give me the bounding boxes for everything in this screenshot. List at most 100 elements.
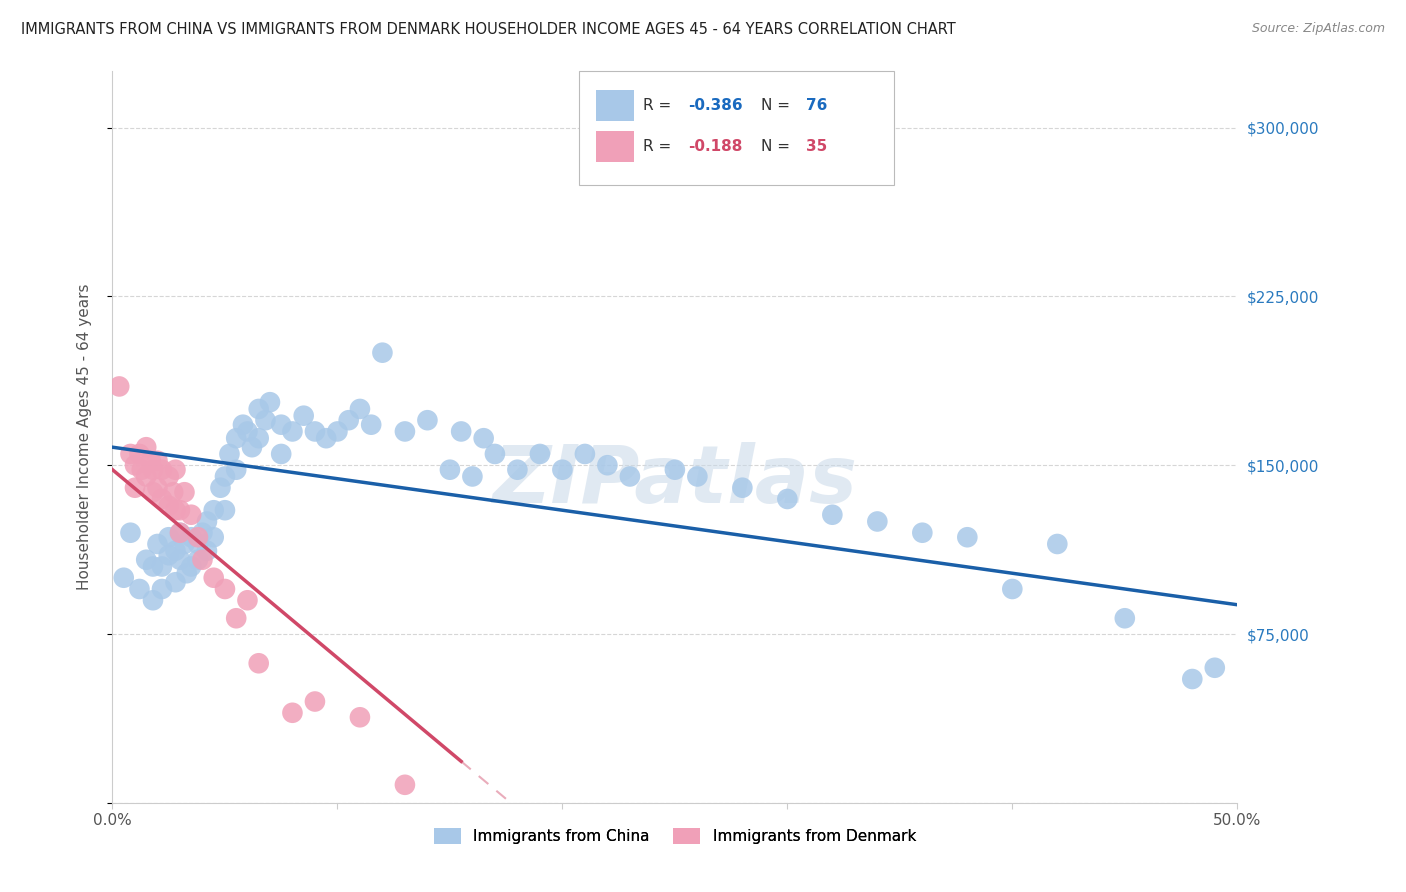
Point (202, 571, 225, 585)
Point (247, 431, 270, 445)
Point (135, 469, 157, 483)
Point (187, 553, 209, 567)
Legend: Immigrants from China, Immigrants from Denmark: Immigrants from China, Immigrants from D… (427, 822, 922, 850)
Point (225, 611, 247, 625)
Text: ZIPatlas: ZIPatlas (492, 442, 858, 520)
Point (371, 345, 394, 359)
Point (135, 440, 157, 454)
Text: IMMIGRANTS FROM CHINA VS IMMIGRANTS FROM DENMARK HOUSEHOLDER INCOME AGES 45 - 64: IMMIGRANTS FROM CHINA VS IMMIGRANTS FROM… (21, 22, 956, 37)
Point (157, 469, 180, 483)
Point (1001, 582, 1024, 596)
Point (146, 481, 169, 495)
Point (157, 530, 180, 544)
Point (142, 559, 165, 574)
Point (173, 537, 195, 551)
FancyBboxPatch shape (596, 90, 634, 121)
Point (416, 413, 439, 427)
Point (236, 425, 259, 439)
Point (461, 469, 484, 483)
Point (142, 463, 165, 477)
Point (150, 559, 173, 574)
Point (551, 463, 574, 477)
Point (180, 559, 202, 574)
Text: -0.386: -0.386 (689, 98, 742, 113)
Point (112, 571, 135, 585)
Point (484, 447, 506, 461)
Point (1204, 661, 1226, 675)
Point (866, 515, 889, 529)
Text: 35: 35 (807, 139, 828, 154)
Point (142, 485, 165, 500)
Point (731, 481, 754, 495)
Point (209, 481, 232, 495)
Point (165, 543, 187, 558)
Point (135, 553, 157, 567)
Text: N =: N = (762, 98, 796, 113)
Point (146, 453, 169, 467)
Point (128, 582, 150, 596)
Point (326, 425, 349, 439)
Point (195, 543, 218, 558)
Point (281, 425, 304, 439)
Point (169, 525, 191, 540)
Point (214, 582, 236, 596)
Point (191, 525, 214, 540)
Point (664, 463, 686, 477)
Point (180, 530, 202, 544)
Point (394, 425, 416, 439)
Point (218, 447, 240, 461)
Point (232, 417, 254, 432)
Point (202, 503, 225, 517)
Point (472, 431, 495, 445)
Point (360, 417, 382, 432)
Point (214, 469, 236, 483)
Point (911, 525, 934, 540)
Point (619, 469, 641, 483)
Point (956, 530, 979, 544)
Point (124, 458, 146, 473)
Point (165, 575, 187, 590)
Text: 76: 76 (807, 98, 828, 113)
Point (142, 593, 165, 607)
Point (247, 401, 270, 416)
Point (120, 525, 142, 540)
Point (120, 447, 142, 461)
Point (173, 485, 195, 500)
Point (776, 491, 799, 506)
Point (304, 425, 326, 439)
Point (169, 525, 191, 540)
Point (315, 431, 337, 445)
Point (150, 463, 173, 477)
Point (394, 778, 416, 792)
Text: R =: R = (644, 98, 676, 113)
Point (225, 431, 247, 445)
Point (150, 582, 173, 596)
Point (254, 413, 277, 427)
Point (150, 491, 173, 506)
Point (821, 508, 844, 522)
Point (191, 553, 214, 567)
Point (281, 706, 304, 720)
Point (304, 694, 326, 708)
Point (214, 503, 236, 517)
Point (157, 499, 180, 513)
Point (259, 395, 281, 409)
Point (180, 508, 202, 522)
Point (686, 469, 709, 483)
Text: -0.188: -0.188 (689, 139, 742, 154)
FancyBboxPatch shape (579, 71, 894, 185)
Point (450, 425, 472, 439)
Point (165, 463, 187, 477)
Point (108, 379, 131, 393)
Point (187, 530, 209, 544)
Point (225, 463, 247, 477)
Point (247, 657, 270, 671)
Point (1181, 672, 1204, 686)
Point (131, 463, 153, 477)
Point (165, 503, 187, 517)
Point (162, 485, 184, 500)
Point (270, 447, 292, 461)
Point (349, 401, 371, 416)
Text: Source: ZipAtlas.com: Source: ZipAtlas.com (1251, 22, 1385, 36)
Point (574, 447, 596, 461)
